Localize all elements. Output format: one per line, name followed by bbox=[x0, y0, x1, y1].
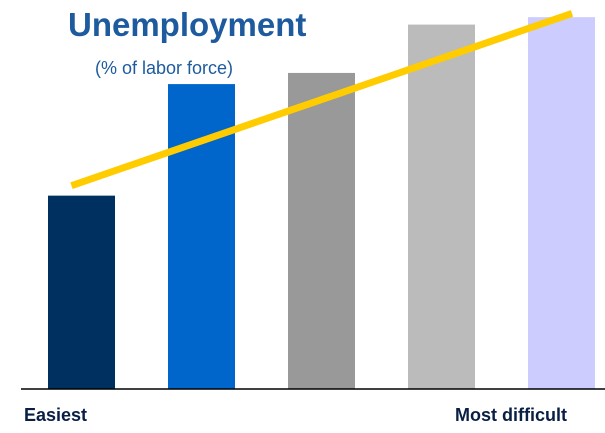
chart-title: Unemployment bbox=[68, 6, 307, 43]
bar-4 bbox=[408, 24, 475, 390]
bar-3 bbox=[288, 72, 355, 389]
bar-5 bbox=[528, 17, 595, 390]
x-axis-label-easiest: Easiest bbox=[24, 405, 88, 425]
bar-1 bbox=[48, 195, 115, 389]
x-axis-label-most-difficult: Most difficult bbox=[455, 405, 567, 425]
chart-subtitle: (% of labor force) bbox=[95, 58, 234, 78]
trend-line bbox=[70, 10, 574, 189]
